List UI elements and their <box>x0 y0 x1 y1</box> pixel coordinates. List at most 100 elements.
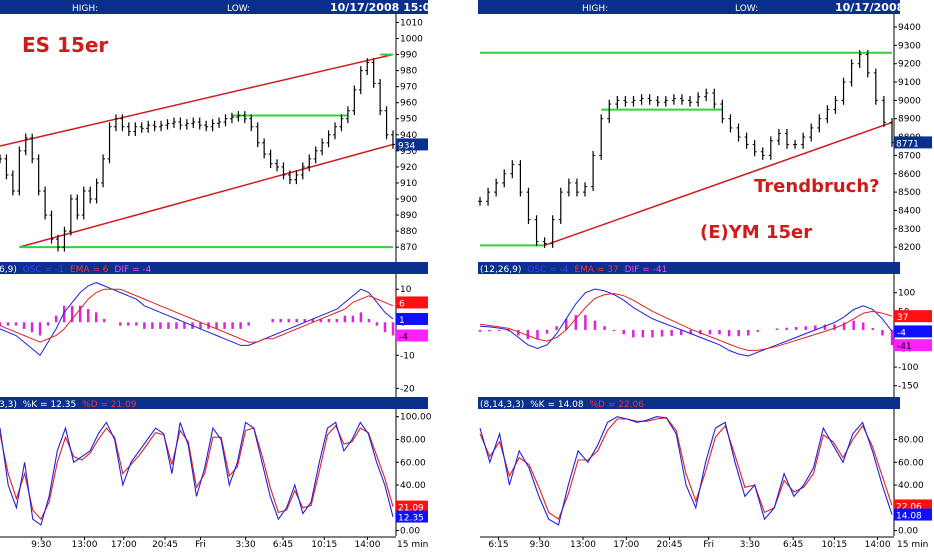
price-bar <box>333 122 338 140</box>
price-bar <box>152 120 157 132</box>
es-chart-svg: HIGH: LOW: 10/17/2008 15:00 6,9) OSC = -… <box>0 0 438 550</box>
stoch-value-bg <box>396 500 428 513</box>
price-bar <box>679 94 684 105</box>
price-header-low-label: LOW: <box>735 4 758 14</box>
stoch-header-bar <box>0 397 428 409</box>
price-tick-label: 940 <box>400 131 417 141</box>
macd-signal-line <box>0 288 394 343</box>
stoch-value-label: 12.35 <box>398 514 424 524</box>
price-tick-label: 980 <box>400 67 417 77</box>
price-tick-label: 8600 <box>898 170 921 180</box>
price-tick-label: 8900 <box>898 115 921 125</box>
price-header-bar <box>478 0 900 14</box>
price-bar <box>300 162 305 180</box>
price-tick-label: 970 <box>400 83 417 93</box>
macd-tick-label: 100 <box>898 289 915 299</box>
time-unit-label: 15 min <box>897 540 928 550</box>
price-bar <box>30 133 35 164</box>
price-bar <box>833 95 838 114</box>
price-bar <box>255 122 260 148</box>
time-tick-label: 17:00 <box>613 540 639 550</box>
price-level-lines <box>480 51 892 247</box>
price-tick-label: 8400 <box>898 206 921 216</box>
price-bar <box>75 194 80 220</box>
price-tick-label: 930 <box>400 147 417 157</box>
macd-line <box>0 282 394 357</box>
price-bar <box>133 122 138 136</box>
price-bar <box>113 114 118 132</box>
time-tick-label: 10:15 <box>821 540 847 550</box>
price-tick-label: 9000 <box>898 96 921 106</box>
price-bar <box>704 88 709 102</box>
macd-tick-label: -10 <box>400 351 415 361</box>
price-bar <box>197 117 202 130</box>
price-bar <box>43 186 48 220</box>
macd-value-label: -4 <box>897 328 906 338</box>
price-channel-lines <box>0 53 394 248</box>
price-bar <box>849 59 854 87</box>
price-bar <box>793 140 798 149</box>
time-tick-label: 6:15 <box>488 540 508 550</box>
price-bar <box>184 119 189 130</box>
time-tick-label: Fri <box>195 540 206 550</box>
stoch-legend-params: (8,14,3,3) <box>480 400 524 410</box>
svg-text:(8,14,3,3) %K = 14.08: (8,14,3,3) %K = 14.08 %D = 22.06 <box>480 400 644 410</box>
price-bar <box>550 215 555 248</box>
macd-tick-label: -20 <box>400 384 415 394</box>
price-bar <box>204 120 209 132</box>
price-tick-label: 9300 <box>898 41 921 51</box>
price-tick-label: 880 <box>400 227 417 237</box>
time-tick-label: 20:45 <box>657 540 683 550</box>
price-bar <box>378 79 383 116</box>
macd-value-bg <box>396 329 428 342</box>
stoch-legend-params: 3,3) <box>0 400 17 410</box>
price-bar <box>139 122 144 133</box>
time-tick-label: 9:30 <box>31 540 51 550</box>
svg-text:(12,26,9) OSC = -4: (12,26,9) OSC = -4 EMA = 37 DIF = -41 <box>480 265 667 275</box>
stoch-legend-k: %K = 12.35 <box>23 400 76 410</box>
price-bar <box>768 136 773 160</box>
stoch-value-bg <box>894 508 932 521</box>
price-bar <box>352 85 357 116</box>
price-bar <box>262 138 267 159</box>
macd-legend-dif: DIF = -41 <box>625 265 668 275</box>
macd-lines <box>0 282 394 357</box>
price-tick-label: 950 <box>400 115 417 125</box>
macd-tick-label: -150 <box>898 382 919 392</box>
svg-text:6,9) OSC = -1 EMA: 6,9) OSC = -1 EMA = 6 DIF = -4 <box>0 265 152 275</box>
stoch-k-line <box>0 421 394 526</box>
price-bar <box>249 114 254 132</box>
price-bar <box>502 169 507 188</box>
time-tick-label: 6:45 <box>273 540 293 550</box>
time-tick-label: 17:00 <box>111 540 137 550</box>
price-bar <box>275 159 280 172</box>
price-tick-label: 890 <box>400 211 417 221</box>
time-tick-label: 13:00 <box>72 540 98 550</box>
price-bar <box>696 92 701 107</box>
price-bar <box>494 178 499 197</box>
price-bar <box>647 94 652 105</box>
price-tick-label: 9100 <box>898 78 921 88</box>
stoch-value-bg <box>396 510 428 523</box>
price-bar <box>159 120 164 132</box>
price-bar <box>510 160 515 179</box>
last-price-box: 934 <box>396 138 428 151</box>
price-tick-label: 870 <box>400 243 417 253</box>
price-bar <box>574 178 579 197</box>
price-bar <box>242 111 247 124</box>
price-bar <box>313 146 318 164</box>
macd-value-bg <box>396 312 428 325</box>
price-tick-label: 8500 <box>898 188 921 198</box>
time-axis: 9:30 13:00 17:00 20:45 Fri 3:30 6:45 10:15 14:00… <box>0 536 428 550</box>
macd-legend-ema: EMA = 37 <box>574 265 618 275</box>
stoch-header-bar <box>478 397 900 409</box>
macd-value-label: -41 <box>897 342 912 352</box>
price-bar <box>10 170 15 196</box>
price-tick-label: 900 <box>400 195 417 205</box>
stoch-legend-d: %D = 21.09 <box>82 400 137 410</box>
price-bar <box>345 106 350 124</box>
macd-value-bg <box>894 310 932 323</box>
stoch-lines <box>479 416 893 526</box>
price-bar <box>36 154 41 196</box>
